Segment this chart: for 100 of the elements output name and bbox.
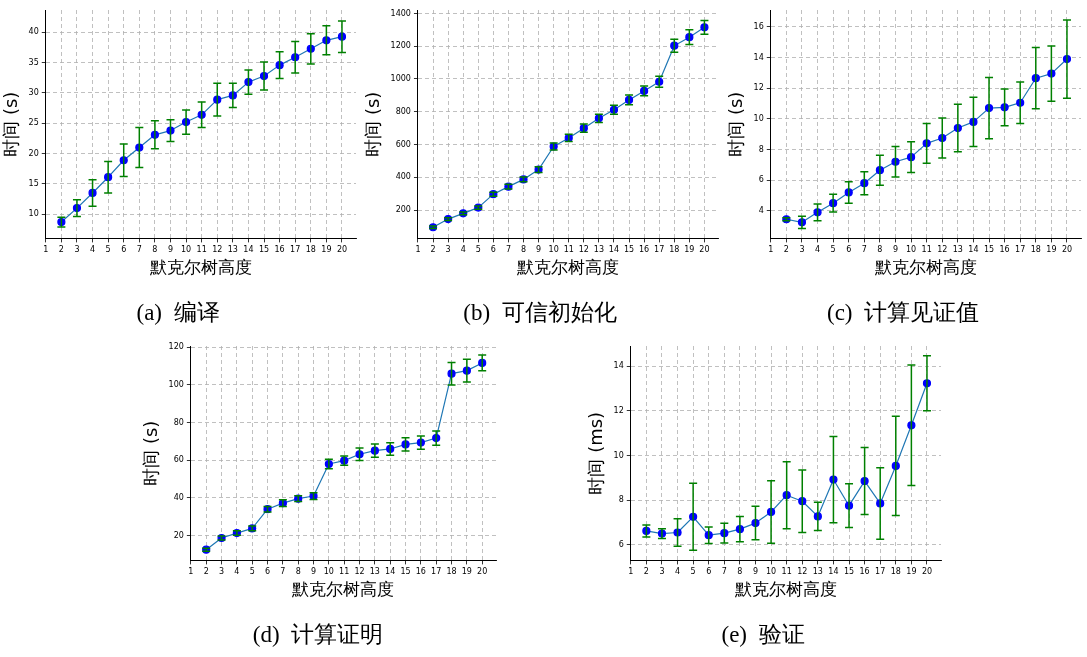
x-tick-label: 2: [203, 567, 209, 577]
y-tick-label: 16: [753, 21, 764, 31]
y-tick-label: 14: [753, 52, 764, 62]
x-tick-label: 4: [815, 245, 821, 255]
x-tick-label: 5: [249, 567, 255, 577]
x-axis-title: 默克尔树高度: [515, 256, 619, 277]
y-axis-title: 时间 (s): [725, 91, 747, 157]
y-tick-label: 40: [173, 492, 184, 502]
x-tick-label: 18: [669, 245, 680, 255]
x-tick-label: 20: [699, 245, 710, 255]
x-tick-label: 3: [74, 245, 80, 255]
x-tick-label: 2: [643, 567, 649, 577]
x-tick-label: 10: [323, 567, 334, 577]
x-tick-label: 1: [188, 567, 194, 577]
x-tick-label: 13: [952, 245, 963, 255]
x-tick-label: 2: [430, 245, 436, 255]
x-tick-label: 20: [921, 567, 933, 577]
x-tick-label: 20: [477, 567, 488, 577]
x-tick-label: 4: [90, 245, 96, 255]
x-tick-label: 20: [1061, 245, 1073, 255]
y-tick-label: 12: [613, 405, 624, 415]
x-tick-label: 1: [768, 245, 774, 255]
x-tick-label: 17: [654, 245, 665, 255]
text: (b) 可信初始化: [463, 300, 617, 326]
x-tick-label: 15: [983, 245, 995, 255]
x-tick-label: 4: [460, 245, 466, 255]
x-tick-label: 16: [859, 567, 870, 577]
text: (d) 计算证明: [252, 622, 384, 648]
x-tick-label: 6: [121, 245, 127, 255]
x-tick-label: 8: [737, 567, 743, 577]
x-tick-label: 17: [431, 567, 442, 577]
y-tick-label: 60: [173, 455, 184, 465]
x-tick-label: 19: [906, 567, 917, 577]
x-tick-label: 6: [264, 567, 271, 577]
y-tick-label: 1000: [390, 74, 411, 84]
x-tick-label: 16: [274, 245, 285, 255]
x-tick-label: 5: [105, 245, 111, 255]
x-tick-label: 19: [461, 567, 472, 577]
x-tick-label: 3: [659, 567, 665, 577]
x-tick-label: 7: [136, 245, 142, 255]
y-tick-label: 40: [28, 27, 39, 37]
y-tick-label: 10: [613, 450, 624, 460]
x-tick-label: 8: [877, 245, 883, 255]
y-tick-label: 20: [28, 148, 39, 158]
x-tick-label: 10: [548, 245, 559, 255]
y-tick-label: 10: [28, 209, 39, 219]
x-tick-label: 6: [706, 567, 712, 577]
y-tick-label: 80: [173, 417, 184, 427]
x-tick-label: 20: [336, 245, 348, 255]
x-tick-label: 14: [243, 245, 254, 255]
x-tick-label: 13: [227, 245, 238, 255]
x-tick-label: 12: [937, 245, 948, 255]
y-tick-label: 200: [395, 205, 411, 215]
text: (c) 计算见证值: [826, 300, 980, 326]
x-tick-label: 9: [536, 245, 542, 255]
x-tick-label: 18: [890, 567, 901, 577]
y-tick-label: 100: [168, 380, 184, 390]
y-tick-label: 1400: [390, 8, 411, 18]
x-tick-label: 10: [180, 245, 192, 255]
x-axis-title: 默克尔树高度: [873, 256, 977, 277]
x-tick-label: 7: [505, 245, 511, 255]
x-tick-label: 1: [415, 245, 421, 255]
x-tick-label: 14: [828, 567, 839, 577]
x-tick-label: 11: [563, 245, 574, 255]
x-tick-label: 5: [690, 567, 696, 577]
x-tick-label: 3: [799, 245, 805, 255]
x-tick-label: 11: [196, 245, 207, 255]
y-tick-label: 600: [395, 139, 411, 149]
x-tick-label: 17: [875, 567, 886, 577]
x-tick-label: 1: [43, 245, 49, 255]
x-tick-label: 7: [721, 567, 727, 577]
x-tick-label: 12: [797, 567, 808, 577]
x-tick-label: 12: [354, 567, 365, 577]
y-tick-label: 8: [618, 495, 624, 505]
y-tick-label: 10: [753, 113, 764, 123]
x-axis-title: 默克尔树高度: [733, 578, 837, 599]
x-tick-label: 3: [218, 567, 225, 577]
x-tick-label: 11: [781, 567, 792, 577]
x-tick-label: 13: [812, 567, 823, 577]
x-tick-label: 17: [290, 245, 301, 255]
text: (e) 验证: [721, 622, 805, 648]
x-tick-label: 8: [152, 245, 158, 255]
x-tick-label: 7: [861, 245, 867, 255]
x-tick-label: 4: [675, 567, 681, 577]
x-axis-title: 默克尔树高度: [291, 578, 395, 599]
y-axis-title: 时间 (s): [362, 91, 384, 157]
y-tick-label: 800: [395, 106, 411, 116]
y-tick-label: 8: [758, 144, 764, 154]
x-tick-label: 9: [167, 245, 174, 255]
x-tick-label: 13: [369, 567, 380, 577]
x-tick-label: 10: [905, 245, 917, 255]
x-tick-label: 6: [846, 245, 852, 255]
x-tick-label: 1: [628, 567, 634, 577]
y-tick-label: 30: [28, 88, 39, 98]
x-tick-label: 16: [415, 567, 426, 577]
x-tick-label: 11: [339, 567, 350, 577]
y-tick-label: 15: [28, 178, 39, 188]
x-tick-label: 19: [1046, 245, 1057, 255]
x-tick-label: 14: [968, 245, 979, 255]
y-tick-label: 25: [28, 118, 39, 128]
